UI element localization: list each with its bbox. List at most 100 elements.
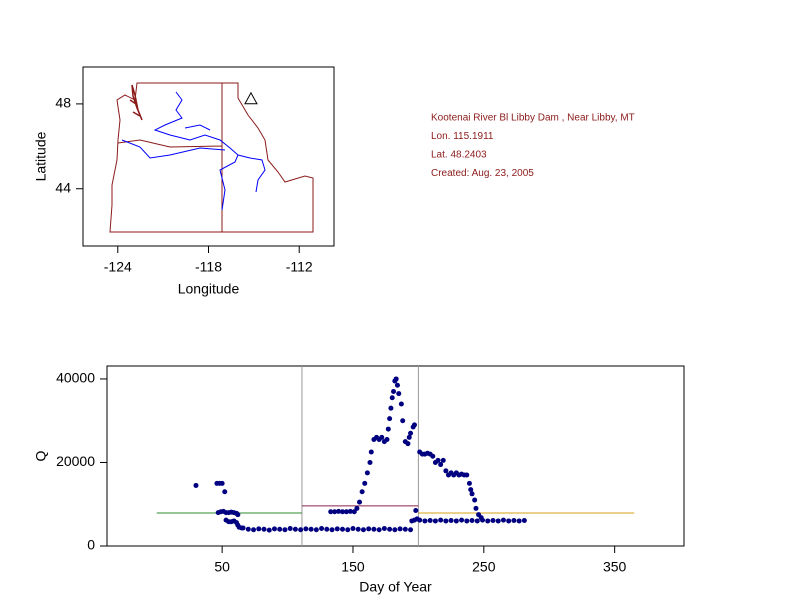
data-point [473, 505, 479, 511]
data-point [334, 526, 340, 532]
x-tick-label: 250 [472, 559, 496, 575]
data-point [422, 518, 428, 524]
data-point [292, 526, 298, 532]
data-point [464, 472, 470, 478]
data-point [389, 395, 395, 401]
y-tick-label: 48 [55, 95, 71, 111]
data-point [393, 376, 399, 382]
data-point [355, 526, 361, 532]
data-point [400, 418, 406, 424]
state-border [109, 82, 314, 233]
data-point [240, 525, 246, 531]
data-point [387, 416, 393, 422]
data-point [328, 509, 334, 515]
data-point [340, 526, 346, 532]
data-point [474, 518, 480, 524]
data-point [357, 499, 363, 505]
data-point [354, 505, 360, 511]
data-point [219, 480, 225, 486]
data-point [222, 489, 228, 495]
data-point [368, 449, 374, 455]
data-point [287, 525, 293, 531]
data-point [478, 515, 484, 521]
data-point [516, 518, 522, 524]
data-point [438, 462, 444, 468]
data-point [427, 518, 433, 524]
y-tick-label: 44 [55, 179, 71, 195]
x-axis-label: Longitude [178, 281, 240, 297]
data-point [340, 509, 346, 515]
data-point [345, 527, 351, 533]
data-point [521, 518, 527, 524]
x-tick-label: -124 [104, 259, 132, 275]
data-point [430, 453, 436, 459]
data-point [466, 480, 472, 486]
data-point [411, 422, 417, 428]
data-point [388, 405, 394, 411]
data-point [392, 527, 398, 533]
data-point [472, 497, 478, 503]
x-tick-label: 150 [341, 559, 365, 575]
data-point [500, 517, 506, 523]
data-point [319, 525, 325, 531]
x-tick-label: -118 [195, 259, 222, 275]
y-tick-label: 0 [87, 537, 95, 553]
x-tick-label: 350 [603, 559, 627, 575]
data-point [271, 526, 277, 532]
data-point [511, 518, 517, 524]
y-tick-label: 20000 [56, 453, 95, 469]
data-point [245, 526, 251, 532]
x-tick-label: 50 [214, 559, 230, 575]
data-point [360, 527, 366, 533]
data-point [405, 441, 411, 447]
data-point [443, 518, 449, 524]
data-point [329, 527, 335, 533]
data-point [435, 457, 441, 463]
data-point [298, 527, 304, 533]
data-point [362, 480, 368, 486]
data-point [282, 527, 288, 533]
data-point [443, 468, 449, 474]
data-point [366, 526, 372, 532]
data-point [371, 526, 377, 532]
data-point [235, 512, 241, 518]
data-point [381, 525, 387, 531]
data-point [385, 426, 391, 432]
data-point [438, 517, 444, 523]
data-point [261, 526, 267, 532]
data-point [453, 518, 459, 524]
data-point [256, 526, 262, 532]
data-point [464, 518, 470, 524]
data-point [490, 518, 496, 524]
data-point [469, 518, 475, 524]
data-point [251, 527, 257, 533]
data-point [506, 518, 512, 524]
data-point [303, 526, 309, 532]
annotation: Lon. 115.1911 [431, 131, 494, 142]
data-point [448, 518, 454, 524]
data-point [350, 525, 356, 531]
plot-frame [106, 365, 685, 547]
data-point [408, 430, 414, 436]
data-point [406, 434, 412, 440]
data-point [440, 457, 446, 463]
river [121, 91, 266, 211]
annotation: Created: Aug. 23, 2005 [431, 168, 534, 179]
data-point [459, 517, 465, 523]
data-point [384, 437, 390, 443]
annotation: Lat. 48.2403 [431, 150, 487, 161]
x-tick-label: -112 [286, 259, 313, 275]
data-point [367, 459, 373, 465]
y-axis-label: Q [33, 450, 49, 461]
data-point [402, 526, 408, 532]
station-marker [244, 91, 258, 105]
data-point [324, 526, 330, 532]
data-point [343, 509, 349, 515]
data-point [485, 518, 491, 524]
data-point [266, 527, 272, 533]
data-point [277, 526, 283, 532]
data-point [376, 527, 382, 533]
data-point [347, 508, 353, 514]
